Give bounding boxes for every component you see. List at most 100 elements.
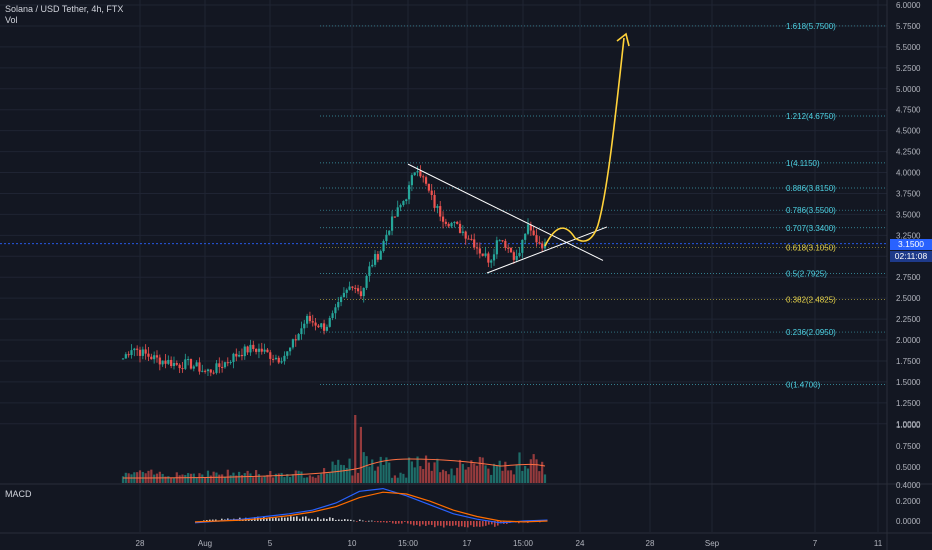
volume-bar (161, 473, 164, 483)
volume-bar (138, 470, 142, 483)
volume-bar (283, 477, 286, 483)
macd-histogram-bar (470, 521, 472, 526)
volume-bar (339, 464, 343, 483)
price-tick: 1.5000 (896, 378, 921, 387)
macd-histogram-bar (311, 518, 313, 521)
volume-bar (286, 474, 289, 483)
candle-body (215, 363, 218, 373)
candle-body (311, 321, 314, 323)
time-tick: 15:00 (398, 539, 419, 548)
price-tick: 5.5000 (896, 43, 921, 52)
volume-bar (521, 470, 524, 483)
candle-body (246, 346, 249, 353)
volume-bar (322, 468, 326, 483)
volume-tick: 1.0000 (896, 421, 921, 430)
volume-tick: 0.7500 (896, 442, 921, 451)
candle-body (430, 190, 433, 195)
volume-bar (198, 473, 201, 483)
candle-body (289, 347, 292, 352)
candle-body (308, 315, 312, 322)
volume-bar (181, 474, 184, 483)
candle-body (490, 260, 493, 263)
price-tick: 2.0000 (896, 336, 921, 345)
candle-body (453, 221, 456, 223)
candle-body (407, 185, 411, 200)
macd-histogram-bar (422, 521, 424, 525)
time-tick: 11 (874, 539, 883, 548)
macd-histogram-bar (269, 517, 271, 521)
candles (121, 165, 547, 377)
macd-histogram-bar (401, 521, 403, 524)
macd-tick: 0.4000 (896, 481, 921, 490)
candle-body (181, 368, 184, 370)
candle-body (195, 362, 198, 367)
volume-bar (512, 474, 515, 483)
price-tick: 2.2500 (896, 315, 921, 324)
volume-bar (518, 452, 521, 483)
candle-body (396, 207, 399, 217)
candle-body (226, 362, 229, 364)
candle-body (147, 353, 150, 357)
volume-bar (277, 473, 280, 483)
volume-bar (201, 474, 204, 483)
candle-body (257, 348, 261, 352)
candle-body (144, 349, 147, 354)
volume-bar (532, 454, 535, 483)
candle-body (170, 359, 173, 367)
candle-body (475, 247, 479, 249)
volume-bar (388, 462, 391, 483)
price-tick: 3.5000 (896, 210, 921, 219)
macd-histogram-bar (440, 521, 442, 526)
candle-body (356, 288, 360, 292)
volume-bar (317, 475, 320, 483)
volume-bar (416, 456, 419, 483)
volume-bar (320, 473, 323, 483)
candle-body (305, 315, 309, 324)
macd-histogram-bar (206, 520, 208, 521)
macd-histogram-bar (500, 521, 502, 524)
candle-body (413, 172, 416, 176)
candle-body (263, 349, 266, 352)
macd-histogram-bar (497, 521, 499, 526)
candle-body (238, 354, 241, 357)
macd-histogram-bar (281, 517, 283, 521)
macd-histogram-bar (299, 518, 301, 521)
price-tick: 1.7500 (896, 357, 921, 366)
volume-bar (484, 465, 487, 483)
volume-bar (427, 462, 430, 483)
macd-tick: 0.0000 (896, 517, 921, 526)
macd-histogram-bar (350, 519, 352, 521)
candle-body (291, 339, 295, 348)
volume-bar (121, 476, 125, 483)
candle-body (419, 171, 422, 177)
volume-bar (413, 467, 416, 483)
volume-bar (240, 475, 244, 483)
volume-bar (209, 475, 212, 483)
fib-label: 1.212(4.6750) (786, 112, 836, 121)
candle-body (164, 360, 167, 364)
candle-body (402, 201, 405, 206)
time-tick: 24 (576, 539, 585, 548)
volume-bar (249, 473, 252, 483)
volume-bar (311, 476, 314, 483)
volume-bar (515, 464, 518, 483)
price-tick: 2.5000 (896, 294, 921, 303)
candle-body (322, 323, 326, 331)
macd-histogram-bar (344, 519, 346, 521)
macd-histogram-bar (443, 521, 445, 528)
macd-histogram-bar (416, 521, 418, 525)
candle-body (269, 352, 272, 359)
macd-histogram-bar (377, 521, 379, 523)
candle-body (303, 323, 306, 329)
fib-label: 0(1.4700) (786, 380, 821, 389)
candle-body (178, 364, 181, 369)
macd-histogram-bar (338, 519, 340, 521)
candle-body (317, 325, 320, 328)
volume-bar (464, 469, 467, 483)
volume-bar (147, 470, 150, 483)
candle-body (351, 286, 354, 288)
candle-body (458, 223, 462, 233)
candle-body (136, 348, 139, 350)
candle-body (138, 349, 142, 356)
